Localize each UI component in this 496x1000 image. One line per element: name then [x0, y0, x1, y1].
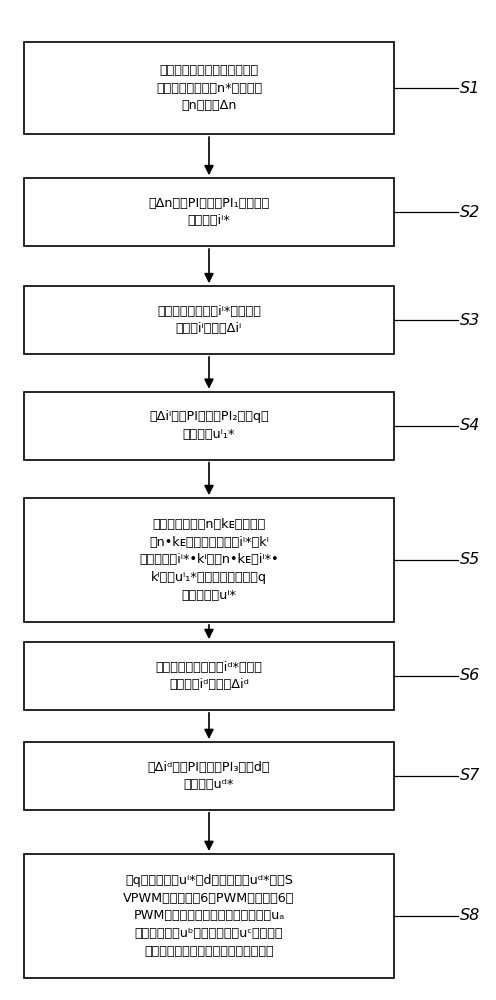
Text: S6: S6 [460, 668, 481, 683]
Text: 电压给定uⁱ₁*: 电压给定uⁱ₁* [183, 428, 235, 441]
Text: 电流给定iⁱ*: 电流给定iⁱ* [187, 214, 231, 227]
Text: 轴电压给定uⁱ*: 轴电压给定uⁱ* [182, 589, 237, 602]
Bar [24, 498, 394, 622]
Text: PWM信号送入逆变器得到实际电压值uₐ: PWM信号送入逆变器得到实际电压值uₐ [133, 909, 285, 922]
Bar [24, 392, 394, 460]
Text: kᴵ以及uⁱ₁*三者相加得到最终q: kᴵ以及uⁱ₁*三者相加得到最终q [151, 571, 267, 584]
Text: 下，计算给定转速n*与实际转: 下，计算给定转速n*与实际转 [156, 82, 262, 95]
Text: 矩电流iⁱ的偏差Δiⁱ: 矩电流iⁱ的偏差Δiⁱ [176, 322, 242, 335]
Text: 直轴电流iᵈ的偏差Δiᵈ: 直轴电流iᵈ的偏差Δiᵈ [169, 678, 249, 691]
Text: 系数的乘积iⁱ*•kᴵ，将n•kᴇ、iⁱ*•: 系数的乘积iⁱ*•kᴵ，将n•kᴇ、iⁱ*• [139, 553, 279, 566]
Bar [24, 42, 394, 134]
Text: 将Δiᵈ送入PI控制器PI₃得到d轴: 将Δiᵈ送入PI控制器PI₃得到d轴 [148, 761, 270, 774]
Bar [24, 742, 394, 810]
Text: 计算给定转矩电流iⁱ*与实际转: 计算给定转矩电流iⁱ*与实际转 [157, 305, 261, 318]
Text: 速n的偏差Δn: 速n的偏差Δn [181, 99, 237, 112]
Bar [24, 642, 394, 710]
Text: VPWM算法，得到6个PWM信号，将6个: VPWM算法，得到6个PWM信号，将6个 [124, 892, 295, 905]
Text: 将Δiⁱ送入PI控制器PI₂得到q轴: 将Δiⁱ送入PI控制器PI₂得到q轴 [149, 410, 269, 423]
Text: S2: S2 [460, 205, 481, 220]
Text: S5: S5 [460, 552, 481, 567]
Text: S3: S3 [460, 313, 481, 328]
Text: 将q轴给定电压uⁱ*与d轴给定电压uᵈ*送入S: 将q轴给定电压uⁱ*与d轴给定电压uᵈ*送入S [125, 874, 293, 887]
Text: 将Δn送入PI控制器PI₁得到转矩: 将Δn送入PI控制器PI₁得到转矩 [148, 197, 270, 210]
Bar [24, 854, 394, 978]
Text: 磁同步电机高动态响应转矩电流控制。: 磁同步电机高动态响应转矩电流控制。 [144, 945, 274, 958]
Text: 电压给定uᵈ*: 电压给定uᵈ* [184, 778, 234, 791]
Text: 计算直轴电流给定值iᵈ*与实际: 计算直轴电流给定值iᵈ*与实际 [156, 661, 262, 674]
Text: S4: S4 [460, 418, 481, 433]
Text: 积n•kᴇ，给定转矩电流iⁱ*与kᴵ: 积n•kᴇ，给定转矩电流iⁱ*与kᴵ [149, 536, 269, 549]
Bar [24, 286, 394, 354]
Text: S1: S1 [460, 81, 481, 96]
Bar [24, 178, 394, 246]
Text: S8: S8 [460, 908, 481, 923]
Text: S7: S7 [460, 768, 481, 783]
Text: 、实际电压值uᵇ、实际电压值uᶜ，获得永: 、实际电压值uᵇ、实际电压值uᶜ，获得永 [135, 927, 283, 940]
Text: 计算实际转速值n与kᴇ系数的乘: 计算实际转速值n与kᴇ系数的乘 [152, 518, 266, 531]
Text: 永磁同步电机工作在转速模式: 永磁同步电机工作在转速模式 [159, 64, 258, 77]
